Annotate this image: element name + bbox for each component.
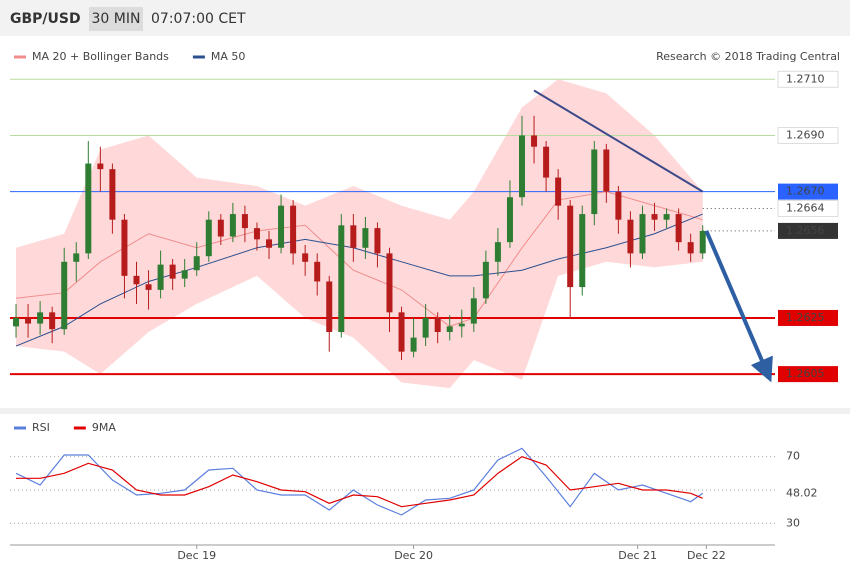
candle-body xyxy=(386,253,393,313)
projection-arrow xyxy=(704,230,773,383)
candle-body xyxy=(506,197,513,243)
candle-body xyxy=(193,256,200,271)
y-tick-label: 70 xyxy=(786,450,800,463)
level-label: 1.2710 xyxy=(786,72,825,85)
candle-body xyxy=(109,169,116,220)
bollinger-band xyxy=(16,79,703,389)
candle-body xyxy=(133,275,140,285)
candle-body xyxy=(97,163,104,170)
candle-body xyxy=(13,317,20,327)
legend-label: MA 50 xyxy=(211,50,246,63)
level-label: 1.2690 xyxy=(786,128,825,141)
candle-body xyxy=(482,261,489,299)
candle-body xyxy=(627,219,634,254)
candle-body xyxy=(121,219,128,276)
candle-body xyxy=(229,214,236,237)
candle-body xyxy=(519,135,526,198)
legend-label: RSI xyxy=(32,421,50,434)
candle-body xyxy=(49,312,56,330)
level-label-box xyxy=(777,199,839,217)
candle-body xyxy=(157,264,164,290)
candle-body xyxy=(470,298,477,324)
level-label-box xyxy=(778,366,838,383)
candle-body xyxy=(205,219,212,257)
candle-body xyxy=(663,214,670,220)
level-label: 1.2625 xyxy=(786,311,825,324)
candle-body xyxy=(61,261,68,330)
candle-body xyxy=(253,228,260,240)
candle-body xyxy=(374,228,381,254)
legend-label: MA 20 + Bollinger Bands xyxy=(32,50,169,63)
candle-body xyxy=(687,242,694,254)
candle-body xyxy=(73,253,80,262)
candle-body xyxy=(37,312,44,324)
candle-body xyxy=(531,135,538,147)
candle-body xyxy=(181,270,188,279)
candle-body xyxy=(675,214,682,243)
candle-body xyxy=(699,230,706,254)
candle-body xyxy=(338,225,345,332)
candle-body xyxy=(543,146,550,178)
symbol: GBP/USD xyxy=(10,11,81,27)
candle-body xyxy=(639,214,646,254)
indicator-line xyxy=(15,447,704,516)
candle-body xyxy=(302,253,309,262)
panel-separator xyxy=(0,408,850,414)
indicator-line xyxy=(16,456,703,508)
copyright: Research © 2018 Trading Central xyxy=(656,50,840,63)
candle-body xyxy=(446,326,453,332)
candle-body xyxy=(290,205,297,254)
level-label-box xyxy=(777,70,839,88)
candle-body xyxy=(458,323,465,327)
candle-body xyxy=(434,317,441,332)
candle-body xyxy=(362,228,369,248)
candle-body xyxy=(266,239,273,248)
candle-body xyxy=(603,149,610,192)
candle-body xyxy=(651,214,658,220)
x-tick-label: Dec 21 xyxy=(618,549,657,562)
legend-label: 9MA xyxy=(92,421,116,434)
candle-body xyxy=(326,281,333,332)
x-tick-label: Dec 19 xyxy=(177,549,216,562)
x-tick-label: Dec 22 xyxy=(687,549,726,562)
level-label: 1.2605 xyxy=(786,367,825,380)
candle-body xyxy=(350,225,357,248)
candle-body xyxy=(241,214,248,229)
candle-body xyxy=(314,261,321,282)
candle-body xyxy=(217,219,224,237)
y-tick-label: 30 xyxy=(786,516,800,529)
level-label-box xyxy=(778,183,838,200)
candle-body xyxy=(567,205,574,288)
candle-body xyxy=(398,312,405,352)
candle-body xyxy=(145,284,152,290)
level-label: 1.2664 xyxy=(786,201,825,214)
x-tick-label: Dec 20 xyxy=(394,549,433,562)
trend-line xyxy=(533,89,704,193)
candle-body xyxy=(591,149,598,215)
last-value-label: 48.02 xyxy=(786,486,818,499)
level-label-box xyxy=(778,309,838,326)
candle-body xyxy=(579,214,586,288)
candle-body xyxy=(169,264,176,279)
level-label-box xyxy=(778,222,838,239)
candle-body xyxy=(555,177,562,206)
candle-body xyxy=(25,317,32,324)
interval-box xyxy=(89,7,143,31)
time: 07:07:00 CET xyxy=(151,11,246,27)
level-label: 1.2670 xyxy=(786,185,825,198)
candle-body xyxy=(410,337,417,352)
level-label: 1.2656 xyxy=(786,224,825,237)
candle-body xyxy=(278,205,285,248)
candle-body xyxy=(494,242,501,262)
level-label-box xyxy=(777,126,839,144)
candle-body xyxy=(85,163,92,254)
candle-body xyxy=(422,317,429,338)
interval: 30 MIN xyxy=(92,11,141,27)
candle-body xyxy=(615,191,622,220)
